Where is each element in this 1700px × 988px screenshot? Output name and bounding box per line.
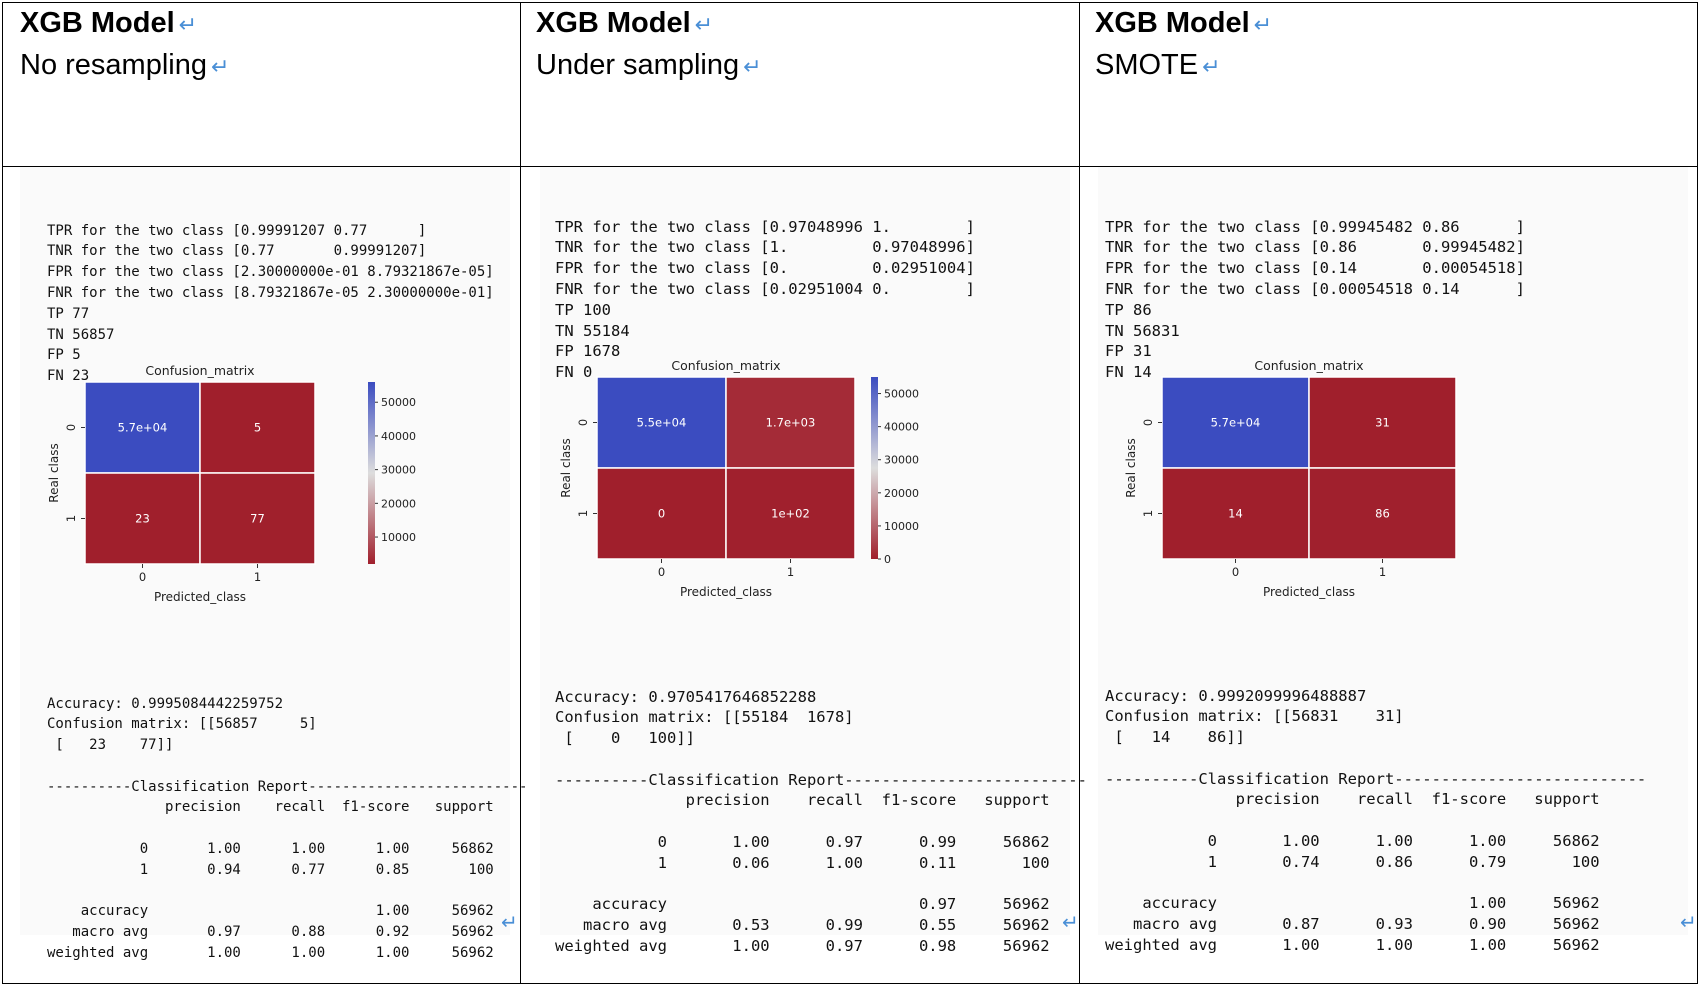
x-tick-label: 0 bbox=[1232, 565, 1239, 579]
confusion-matrix-chart: Confusion_matrix 5.7e+04 31 14 86 0 1 0 1 Predict… bbox=[1124, 358, 1457, 599]
cell-label: 86 bbox=[1375, 507, 1390, 521]
model-title: XGB Model bbox=[20, 7, 175, 39]
y-tick-label: 0 bbox=[576, 419, 590, 426]
x-tick-label: 0 bbox=[658, 565, 665, 579]
y-axis-label: Real class bbox=[47, 443, 61, 502]
column-header: XGB Model ↵ Under sampling ↵ bbox=[536, 3, 762, 87]
paragraph-mark-icon: ↵ bbox=[1680, 910, 1697, 934]
colorbar-tick-label: 40000 bbox=[381, 430, 416, 443]
y-tick-label: 1 bbox=[1141, 510, 1155, 517]
results-output: Accuracy: 0.9992099996488887 Confusion ma… bbox=[1105, 686, 1404, 747]
heatmap-cell bbox=[1308, 376, 1457, 469]
heatmap-cell bbox=[725, 376, 856, 469]
heatmap-cell bbox=[725, 467, 856, 560]
chart-title: Confusion_matrix bbox=[1254, 358, 1363, 373]
colorbar-tick-label: 20000 bbox=[381, 497, 416, 510]
cell-label: 0 bbox=[658, 507, 665, 521]
classification-report: ----------Classification Report---------… bbox=[47, 778, 528, 961]
cell-label: 5.7e+04 bbox=[118, 421, 168, 435]
stats-output: TPR for the two class [0.97048996 1. ] TN… bbox=[555, 217, 975, 382]
y-axis-label: Real class bbox=[559, 438, 573, 497]
cell-label: 77 bbox=[250, 512, 265, 526]
results-output: Accuracy: 0.9705417646852288 Confusion ma… bbox=[555, 687, 854, 748]
paragraph-mark-icon: ↵ bbox=[1062, 910, 1079, 934]
x-axis-label: Predicted_class bbox=[1263, 585, 1355, 599]
method-title: No resampling bbox=[20, 49, 207, 81]
x-axis-label: Predicted_class bbox=[680, 585, 772, 599]
heatmap-cell bbox=[199, 381, 316, 474]
heatmap-cell bbox=[596, 376, 727, 469]
model-title: XGB Model bbox=[1095, 7, 1250, 39]
colorbar-tick-label: 10000 bbox=[381, 531, 416, 544]
classification-report: ----------Classification Report---------… bbox=[555, 770, 1087, 955]
x-tick-label: 1 bbox=[787, 565, 794, 579]
chart-title: Confusion_matrix bbox=[145, 363, 254, 378]
column-header: XGB Model ↵ SMOTE ↵ bbox=[1095, 3, 1272, 87]
heatmap-cell bbox=[1308, 467, 1457, 560]
method-title: SMOTE bbox=[1095, 49, 1199, 81]
colorbar-tick-label: 10000 bbox=[884, 520, 919, 533]
heatmap-cell bbox=[1161, 376, 1310, 469]
y-tick-label: 1 bbox=[576, 510, 590, 517]
colorbar-tick-label: 30000 bbox=[884, 454, 919, 467]
colorbar bbox=[368, 382, 375, 564]
paragraph-mark-icon: ↵ bbox=[694, 12, 714, 37]
colorbar-tick-label: 50000 bbox=[884, 388, 919, 401]
colorbar-tick-label: 30000 bbox=[381, 464, 416, 477]
colorbar-tick-label: 40000 bbox=[884, 421, 919, 434]
results-output: Accuracy: 0.9995084442259752 Confusion ma… bbox=[47, 695, 317, 754]
y-tick-label: 1 bbox=[64, 515, 78, 522]
y-axis-label: Real class bbox=[1124, 438, 1138, 497]
model-title: XGB Model bbox=[536, 7, 691, 39]
confusion-matrix-chart: Confusion_matrix 5.7e+04 5 23 77 0 1 0 1 Predicte… bbox=[47, 363, 416, 604]
colorbar-tick-label: 20000 bbox=[884, 487, 919, 500]
cell-label: 5 bbox=[254, 421, 261, 435]
cell-label: 5.7e+04 bbox=[1211, 416, 1261, 430]
paragraph-mark-icon: ↵ bbox=[178, 12, 198, 37]
stats-output: TPR for the two class [0.99991207 0.77 ]… bbox=[47, 222, 494, 385]
cell-label: 14 bbox=[1228, 507, 1243, 521]
x-tick-label: 0 bbox=[139, 570, 146, 584]
cell-label: 1e+02 bbox=[771, 507, 810, 521]
paragraph-mark-icon: ↵ bbox=[210, 54, 230, 79]
y-tick-label: 0 bbox=[64, 424, 78, 431]
colorbar bbox=[871, 377, 878, 559]
cell-label: 5.5e+04 bbox=[637, 416, 687, 430]
cell-label: 1.7e+03 bbox=[766, 416, 816, 430]
stats-output: TPR for the two class [0.99945482 0.86 ]… bbox=[1105, 217, 1525, 382]
y-tick-label: 0 bbox=[1141, 419, 1155, 426]
column-header: XGB Model ↵ No resampling ↵ bbox=[20, 3, 229, 87]
paragraph-mark-icon: ↵ bbox=[1253, 12, 1273, 37]
x-axis-label: Predicted_class bbox=[154, 590, 246, 604]
heatmap-cell bbox=[84, 381, 201, 474]
method-title: Under sampling bbox=[536, 49, 740, 81]
paragraph-mark-icon: ↵ bbox=[743, 54, 762, 79]
x-tick-label: 1 bbox=[254, 570, 261, 584]
header-row-divider bbox=[3, 166, 1697, 167]
paragraph-mark-icon: ↵ bbox=[1202, 54, 1221, 79]
colorbar-tick-label: 0 bbox=[884, 553, 891, 566]
heatmap-cell bbox=[199, 472, 316, 565]
classification-report: ----------Classification Report---------… bbox=[1105, 769, 1647, 954]
cell-label: 31 bbox=[1375, 416, 1390, 430]
confusion-matrix-chart: Confusion_matrix 5.5e+04 1.7e+03 0 1e+02 0 1 0 1… bbox=[559, 358, 919, 599]
column-divider bbox=[520, 3, 521, 983]
colorbar-tick-label: 50000 bbox=[381, 396, 416, 409]
cell-label: 23 bbox=[135, 512, 150, 526]
x-tick-label: 1 bbox=[1379, 565, 1386, 579]
column-divider bbox=[1079, 3, 1080, 983]
chart-title: Confusion_matrix bbox=[671, 358, 780, 373]
paragraph-mark-icon: ↵ bbox=[501, 910, 518, 934]
